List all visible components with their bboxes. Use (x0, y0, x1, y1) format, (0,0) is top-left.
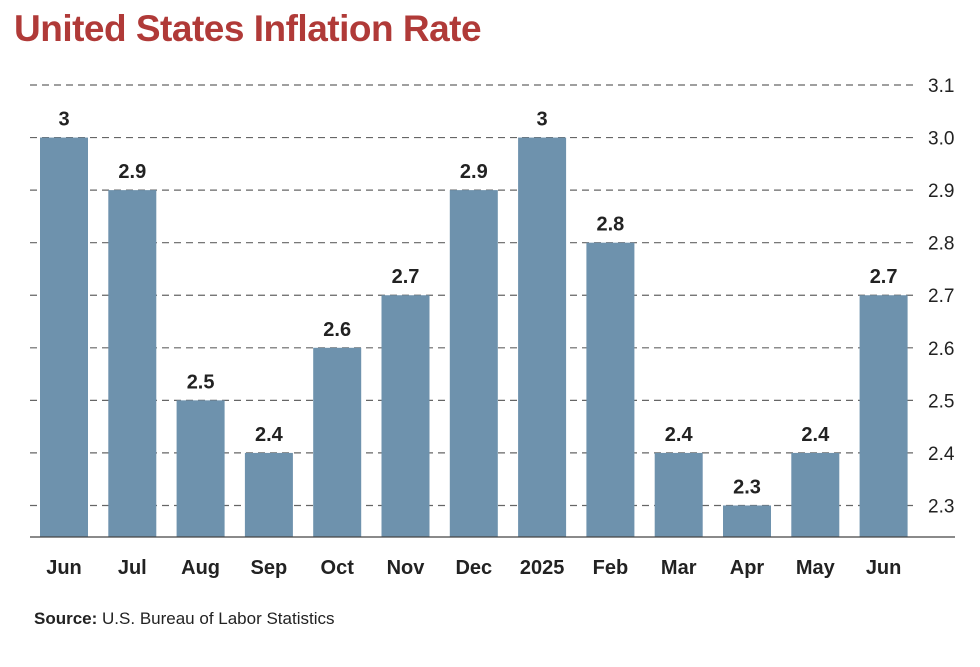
chart-title: United States Inflation Rate (14, 8, 482, 49)
data-label: 2.4 (665, 424, 694, 446)
x-tick-label: May (796, 557, 836, 579)
y-tick-label: 2.5 (928, 391, 954, 412)
y-tick-label: 2.9 (928, 181, 954, 202)
y-tick-label: 2.3 (928, 496, 954, 517)
bar (449, 190, 498, 537)
y-tick-label: 3.1 (928, 76, 954, 97)
bar (654, 452, 703, 537)
bar (40, 137, 88, 537)
data-label: 2.4 (801, 424, 830, 446)
bar-chart: 32.92.52.42.62.72.932.82.42.32.42.7 2.32… (30, 76, 955, 579)
x-tick-label: 2025 (520, 557, 565, 579)
x-tick-label: Feb (593, 557, 629, 579)
x-tick-label: Jul (118, 557, 147, 579)
bar (791, 452, 840, 537)
y-tick-label: 2.7 (928, 286, 954, 307)
y-tick-label: 2.8 (928, 234, 954, 255)
bar (108, 190, 157, 537)
bar (313, 347, 362, 537)
y-tick-label: 2.6 (928, 339, 954, 360)
bar (723, 505, 771, 537)
x-tick-label: Apr (730, 557, 765, 579)
bars (40, 137, 908, 537)
x-tick-label: Mar (661, 557, 697, 579)
x-tick-label: Jun (46, 557, 82, 579)
x-axis-ticks: Jun Jul Aug Sep Oct Nov Dec 2025 Feb Mar Apr May Jun (46, 557, 901, 579)
bar (381, 295, 430, 537)
data-label: 2.7 (870, 266, 898, 288)
data-label: 3 (537, 109, 548, 131)
data-label: 2.5 (187, 371, 215, 393)
source-label: Source: (34, 609, 98, 628)
bar (859, 295, 908, 537)
x-tick-label: Jun (866, 557, 902, 579)
y-tick-label: 3.0 (928, 129, 954, 150)
x-tick-label: Dec (455, 557, 492, 579)
bar (586, 242, 635, 537)
data-label: 2.3 (733, 476, 761, 498)
source-note: Source: U.S. Bureau of Labor Statistics (34, 609, 334, 629)
data-label: 2.9 (460, 161, 488, 183)
bar (518, 137, 567, 537)
y-tick-label: 2.4 (928, 444, 955, 465)
data-label: 2.6 (323, 319, 351, 341)
data-label: 2.9 (118, 161, 146, 183)
bar (244, 452, 293, 537)
data-label: 2.7 (392, 266, 420, 288)
x-tick-label: Sep (251, 557, 288, 579)
source-text: U.S. Bureau of Labor Statistics (102, 609, 335, 628)
data-label: 2.4 (255, 424, 284, 446)
x-tick-label: Oct (321, 557, 355, 579)
bar (176, 400, 225, 537)
x-tick-label: Aug (181, 557, 220, 579)
data-label: 3 (58, 109, 69, 131)
x-tick-label: Nov (387, 557, 426, 579)
data-labels: 3 2.9 2.5 2.4 2.6 2.7 2.9 3 2.8 2.4 2.3 2.4 2.7 (58, 109, 897, 499)
data-label: 2.8 (596, 214, 624, 236)
y-axis-ticks: 2.3 2.4 2.5 2.6 2.7 2.8 2.9 3.0 3.1 (928, 76, 955, 517)
